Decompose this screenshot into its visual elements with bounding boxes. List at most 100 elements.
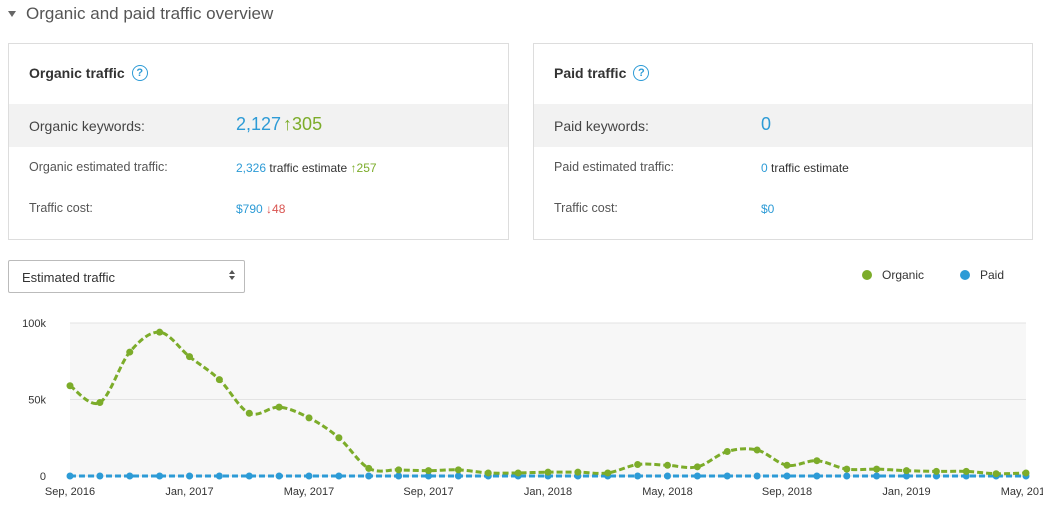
data-point-organic — [365, 464, 373, 472]
arrow-up-icon: ↑ — [283, 114, 293, 134]
organic-keywords-count[interactable]: 2,127 — [236, 114, 282, 134]
paid-traffic-value: 0 traffic estimate — [761, 161, 849, 175]
legend-organic-label: Organic — [882, 268, 925, 282]
data-point-paid — [275, 472, 283, 480]
data-point-paid — [305, 472, 313, 480]
select-arrows-icon — [229, 270, 235, 280]
data-point-organic — [932, 467, 940, 475]
data-point-organic — [514, 469, 522, 477]
x-tick-label: Sep, 2017 — [403, 486, 453, 498]
data-point-organic — [753, 446, 761, 454]
organic-cost-delta: 48 — [272, 202, 286, 216]
paid-keywords-label: Paid keywords: — [554, 118, 649, 134]
data-point-organic — [1022, 469, 1030, 477]
help-icon[interactable]: ? — [633, 65, 650, 81]
organic-keywords-delta: ↑ 305 — [283, 114, 322, 135]
organic-cost-number[interactable]: $790 — [236, 202, 263, 216]
organic-cost-label: Traffic cost: — [29, 201, 93, 215]
legend-organic[interactable]: Organic — [862, 268, 924, 282]
metric-select-value: Estimated traffic — [22, 270, 115, 285]
legend-organic-dot — [862, 270, 872, 280]
data-point-paid — [395, 472, 403, 480]
x-tick-label: May, 2019 — [1001, 486, 1043, 498]
legend-paid-dot — [960, 270, 970, 280]
legend-paid[interactable]: Paid — [960, 268, 1004, 282]
data-point-paid — [66, 472, 74, 480]
organic-traffic-delta: 257 — [356, 161, 377, 175]
metric-select[interactable]: Estimated traffic — [8, 260, 245, 293]
organic-cost-value: $790 ↓48 — [236, 202, 285, 216]
data-point-organic — [425, 467, 432, 475]
data-point-organic — [962, 467, 970, 475]
paid-traffic-number[interactable]: 0 — [761, 161, 768, 175]
data-point-organic — [305, 414, 313, 422]
data-point-paid — [843, 472, 851, 480]
data-point-organic — [215, 376, 223, 384]
help-icon[interactable]: ? — [131, 65, 148, 81]
data-point-paid — [693, 472, 701, 480]
data-point-organic — [484, 469, 492, 477]
x-axis-ticks: Sep, 2016 Jan, 2017 May, 2017 Sep, 2017 Jan,… — [45, 486, 1043, 498]
data-point-paid — [813, 472, 821, 480]
paid-keywords-value[interactable]: 0 — [761, 114, 771, 135]
data-point-paid — [783, 472, 791, 480]
legend-paid-label: Paid — [980, 268, 1005, 282]
y-tick-label: 100k — [22, 318, 46, 330]
paid-cost-number[interactable]: $0 — [761, 202, 775, 216]
x-tick-label: Jan, 2017 — [165, 486, 213, 498]
data-point-organic — [544, 468, 552, 476]
data-point-organic — [96, 399, 104, 407]
arrow-up-icon: ↑ — [350, 161, 357, 175]
data-point-organic — [813, 457, 821, 465]
paid-traffic-label: Paid estimated traffic: — [554, 160, 674, 174]
organic-traffic-card: Organic traffic ? Organic keywords: 2,12… — [8, 43, 509, 240]
data-point-organic — [156, 328, 164, 336]
section-header[interactable]: Organic and paid traffic overview — [8, 2, 273, 26]
organic-keywords-label: Organic keywords: — [29, 118, 145, 134]
data-point-organic — [604, 469, 612, 477]
paid-keywords-count[interactable]: 0 — [761, 114, 772, 134]
section-title: Organic and paid traffic overview — [26, 4, 274, 23]
organic-traffic-value: 2,326 traffic estimate ↑257 — [236, 161, 377, 175]
paid-card-header: Paid traffic ? — [554, 65, 650, 81]
data-point-organic — [186, 353, 193, 361]
chart-grid — [70, 322, 1026, 477]
paid-cost-value: $0 — [761, 202, 774, 216]
paid-keywords-row: Paid keywords: 0 — [534, 104, 1032, 147]
x-tick-label: Sep, 2016 — [45, 486, 95, 498]
data-point-organic — [843, 465, 851, 473]
data-point-organic — [873, 465, 881, 473]
data-point-paid — [723, 472, 731, 480]
organic-traffic-suffix: traffic estimate — [269, 161, 348, 175]
organic-card-title: Organic traffic — [29, 65, 125, 81]
data-point-organic — [723, 448, 731, 456]
data-point-organic — [574, 468, 582, 476]
data-point-organic — [245, 409, 253, 417]
data-point-organic — [454, 466, 462, 474]
data-point-paid — [365, 472, 373, 480]
y-axis-ticks: 0 50k 100k — [22, 318, 46, 483]
organic-keywords-value[interactable]: 2,127 ↑ 305 — [236, 114, 322, 135]
y-tick-label: 0 — [40, 471, 46, 483]
data-point-organic — [664, 461, 671, 469]
data-point-organic — [395, 466, 403, 474]
data-point-paid — [96, 472, 104, 480]
data-point-organic — [335, 434, 343, 442]
paid-traffic-suffix: traffic estimate — [771, 161, 849, 175]
chart-series — [66, 328, 1030, 480]
data-point-organic — [66, 382, 74, 390]
data-point-paid — [156, 472, 164, 480]
organic-traffic-number[interactable]: 2,326 — [236, 161, 267, 175]
data-point-paid — [873, 472, 881, 480]
data-point-paid — [664, 472, 671, 480]
data-point-paid — [454, 472, 462, 480]
data-point-organic — [992, 470, 1000, 478]
data-point-paid — [634, 472, 642, 480]
data-point-paid — [215, 472, 223, 480]
data-point-paid — [753, 472, 761, 480]
data-point-organic — [903, 467, 910, 475]
collapse-triangle-icon[interactable] — [8, 11, 16, 17]
organic-keywords-delta-value: 305 — [292, 114, 323, 134]
y-tick-label: 50k — [28, 395, 46, 407]
